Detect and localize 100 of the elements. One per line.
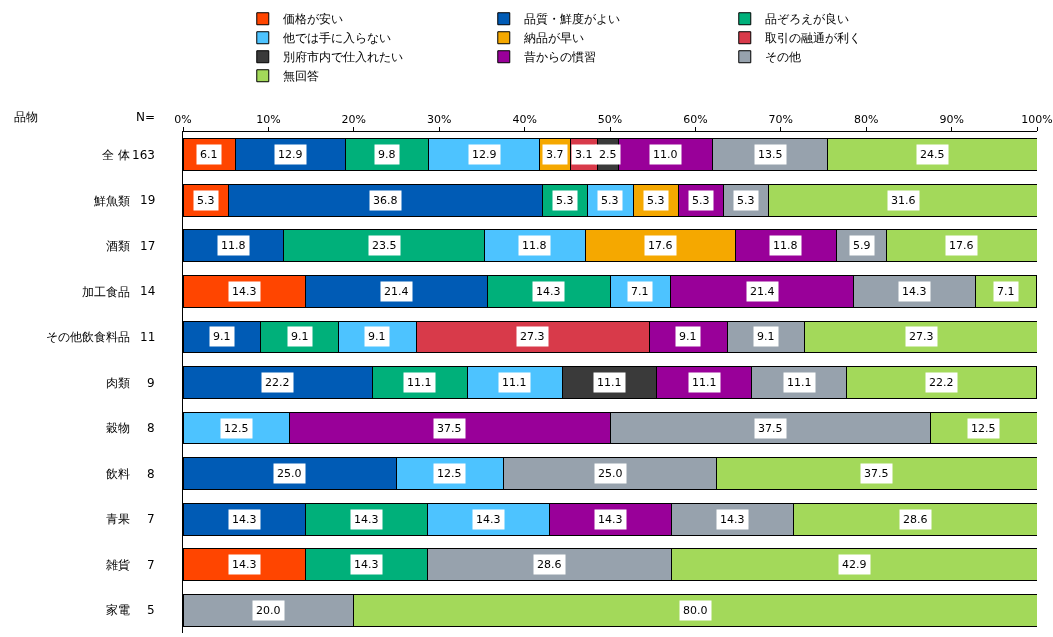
text: 9: [147, 376, 155, 390]
data-label: 5.3: [647, 194, 665, 207]
legend-label: 別府市内で仕入れたい: [282, 50, 403, 65]
data-label: 11.0: [653, 148, 678, 161]
data-label: 11.8: [221, 239, 246, 252]
data-label: 3.1: [575, 148, 593, 161]
data-label: 7.1: [631, 285, 649, 298]
data-label: 28.6: [537, 558, 562, 571]
data-label: 5.3: [692, 194, 710, 207]
x-tick-label: 40%: [512, 112, 537, 126]
data-label: 14.3: [354, 558, 379, 571]
legend-label: 品ぞろえが良い: [764, 12, 849, 27]
data-label: 12.5: [437, 467, 462, 480]
data-label: 14.3: [232, 513, 257, 526]
data-label: 22.2: [265, 376, 290, 389]
data-label: 37.5: [437, 422, 462, 435]
y-tick-label: 全 体: [101, 147, 130, 162]
y-tick-label: 雑貨: [105, 557, 130, 572]
text: 品物: [14, 110, 38, 124]
data-label: 9.1: [213, 330, 231, 343]
data-label: 28.6: [903, 513, 928, 526]
data-label: 5.3: [601, 194, 619, 207]
data-label: 25.0: [277, 467, 302, 480]
legend-label: その他: [764, 50, 801, 65]
y-tick-label: 鮮魚類: [93, 193, 130, 208]
data-label: 80.0: [683, 604, 708, 617]
x-tick-label: 80%: [853, 112, 879, 126]
y-tick-label: 肉類: [105, 375, 130, 390]
data-label: 11.1: [597, 376, 622, 389]
data-label: 9.1: [757, 330, 775, 343]
data-label: 12.5: [971, 422, 996, 435]
data-label: 17.6: [949, 239, 974, 252]
data-label: 25.0: [598, 467, 623, 480]
data-label: 14.3: [232, 558, 257, 571]
y-tick-label: 加工食品: [81, 284, 130, 299]
data-label: 42.9: [842, 558, 867, 571]
data-label: 14.3: [720, 513, 745, 526]
data-label: 11.8: [773, 239, 798, 252]
data-label: 5.3: [197, 194, 215, 207]
data-label: 14.3: [232, 285, 257, 298]
legend-label: 無回答: [282, 69, 319, 84]
data-label: 7.1: [997, 285, 1015, 298]
text: 7: [147, 558, 155, 572]
x-tick-label: 20%: [341, 112, 367, 126]
data-label: 14.3: [902, 285, 927, 298]
y-tick-label: 家電: [105, 603, 130, 618]
data-label: 21.4: [750, 285, 775, 298]
data-label: 27.3: [520, 330, 545, 343]
data-label: 12.9: [472, 148, 497, 161]
data-label: 17.6: [648, 239, 673, 252]
legend-label: 価格が安い: [282, 12, 343, 27]
data-label: 9.8: [378, 148, 396, 161]
data-label: 36.8: [373, 194, 398, 207]
data-label: 14.3: [476, 513, 501, 526]
data-label: 9.1: [368, 330, 386, 343]
data-label: 14.3: [536, 285, 561, 298]
data-label: 11.1: [502, 376, 527, 389]
data-label: 12.5: [224, 422, 249, 435]
data-label: 23.5: [372, 239, 397, 252]
legend-label: 他では手に入らない: [282, 31, 391, 46]
text: 19: [140, 193, 156, 207]
data-label: 37.5: [864, 467, 889, 480]
data-label: 14.3: [598, 513, 623, 526]
x-tick-label: 60%: [683, 112, 708, 126]
data-label: 12.9: [278, 148, 303, 161]
legend-label: 取引の融通が利く: [764, 31, 861, 46]
data-label: 14.3: [354, 513, 379, 526]
text: 14: [140, 284, 156, 298]
data-label: 11.1: [407, 376, 432, 389]
y-tick-label: 青果: [105, 512, 130, 527]
text: 17: [140, 239, 156, 253]
text: N=: [136, 110, 156, 124]
x-tick-label: 0%: [174, 112, 192, 126]
data-label: 27.3: [909, 330, 934, 343]
x-tick-label: 90%: [939, 112, 964, 126]
data-label: 31.6: [891, 194, 916, 207]
text: 11: [140, 330, 156, 344]
y-tick-label: 酒類: [105, 239, 130, 254]
data-label: 3.7: [546, 148, 564, 161]
data-label: 9.1: [679, 330, 697, 343]
data-label: 2.5: [599, 148, 617, 161]
text: 8: [147, 467, 155, 481]
data-label: 5.9: [853, 239, 871, 252]
text: 8: [147, 421, 155, 435]
data-label: 37.5: [758, 422, 783, 435]
text: 7: [147, 512, 155, 526]
legend-label: 品質・鮮度がよい: [523, 12, 620, 27]
data-label: 22.2: [929, 376, 954, 389]
x-tick-label: 50%: [597, 112, 623, 126]
data-label: 11.1: [787, 376, 812, 389]
data-label: 6.1: [200, 148, 218, 161]
data-label: 21.4: [384, 285, 409, 298]
legend-label: 納品が早い: [523, 31, 584, 46]
data-label: 11.1: [692, 376, 717, 389]
data-label: 11.8: [522, 239, 547, 252]
data-label: 24.5: [920, 148, 945, 161]
y-tick-label: その他飲食料品: [45, 330, 130, 345]
x-tick-label: 10%: [256, 112, 281, 126]
text: 163: [132, 148, 155, 162]
x-tick-label: 30%: [426, 112, 452, 126]
